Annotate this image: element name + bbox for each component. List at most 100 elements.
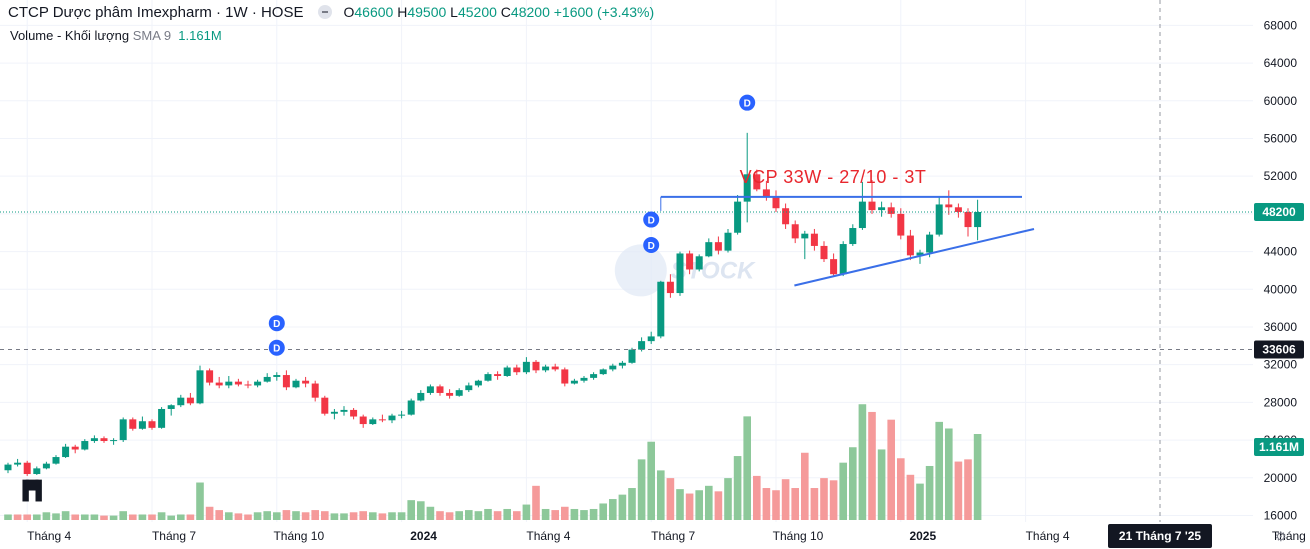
volume-bar[interactable] xyxy=(522,504,531,520)
candle-body[interactable] xyxy=(465,385,473,391)
dividend-marker-icon[interactable] xyxy=(643,211,660,228)
volume-legend[interactable]: Volume - Khối lượng SMA 9 1.161M xyxy=(10,28,222,43)
reference-price-badge[interactable] xyxy=(1254,340,1304,359)
volume-bar[interactable] xyxy=(282,510,291,520)
candle-body[interactable] xyxy=(378,419,386,421)
candle-body[interactable] xyxy=(666,281,674,294)
volume-bar[interactable] xyxy=(273,512,281,520)
candle-body[interactable] xyxy=(695,256,703,270)
candle-body[interactable] xyxy=(474,380,482,386)
candle-body[interactable] xyxy=(791,224,799,239)
volume-bar[interactable] xyxy=(81,514,89,520)
volume-bar[interactable] xyxy=(13,514,22,520)
volume-bar[interactable] xyxy=(772,490,780,520)
volume-bar[interactable] xyxy=(215,510,223,520)
volume-bar[interactable] xyxy=(244,514,252,520)
candle-body[interactable] xyxy=(321,397,329,414)
volume-bar[interactable] xyxy=(61,511,70,520)
volume-bar[interactable] xyxy=(916,483,924,520)
candle-body[interactable] xyxy=(292,380,300,388)
candle-body[interactable] xyxy=(398,414,406,416)
candle-body[interactable] xyxy=(167,405,175,409)
candle-body[interactable] xyxy=(417,392,425,401)
volume-bar[interactable] xyxy=(234,513,243,520)
candle-body[interactable] xyxy=(234,381,242,385)
candle-body[interactable] xyxy=(830,259,838,275)
volume-bar[interactable] xyxy=(685,493,694,520)
volume-bar[interactable] xyxy=(973,434,982,520)
volume-value-badge[interactable] xyxy=(1254,438,1304,456)
candle-body[interactable] xyxy=(734,201,742,233)
candle-body[interactable] xyxy=(494,374,502,376)
volume-bar[interactable] xyxy=(129,514,137,520)
candle-body[interactable] xyxy=(110,440,118,442)
candle-body[interactable] xyxy=(887,207,895,214)
symbol-title[interactable]: CTCP Dược phâm Imexpharm · 1W · HOSE xyxy=(8,4,304,21)
candle-body[interactable] xyxy=(177,397,185,406)
volume-bar[interactable] xyxy=(791,488,799,520)
volume-bar[interactable] xyxy=(311,510,319,520)
volume-bar[interactable] xyxy=(378,513,387,520)
candle-body[interactable] xyxy=(158,408,166,428)
support-trendline[interactable] xyxy=(794,227,1035,287)
volume-bar[interactable] xyxy=(340,513,348,520)
volume-bar[interactable] xyxy=(90,514,99,520)
candle-body[interactable] xyxy=(522,361,530,373)
candle-body[interactable] xyxy=(100,438,108,442)
volume-bar[interactable] xyxy=(484,508,492,520)
last-price-badge[interactable] xyxy=(1254,203,1304,221)
candle-body[interactable] xyxy=(263,376,271,382)
volume-bar[interactable] xyxy=(532,485,540,520)
volume-bar[interactable] xyxy=(647,441,655,520)
candle-body[interactable] xyxy=(138,421,146,429)
volume-bar[interactable] xyxy=(666,478,675,520)
volume-bar[interactable] xyxy=(4,514,12,520)
volume-bar[interactable] xyxy=(733,456,742,520)
volume-bar[interactable] xyxy=(887,419,895,520)
candle-body[interactable] xyxy=(628,349,636,363)
volume-bar[interactable] xyxy=(945,428,953,520)
volume-bar[interactable] xyxy=(589,508,598,520)
volume-bar[interactable] xyxy=(445,512,454,520)
dividend-marker-icon[interactable] xyxy=(739,94,756,111)
settings-gear-icon[interactable]: ⚙ xyxy=(1275,529,1287,544)
candle-body[interactable] xyxy=(945,204,953,208)
volume-bar[interactable] xyxy=(820,478,828,520)
candle-body[interactable] xyxy=(532,361,540,371)
volume-bar[interactable] xyxy=(964,459,972,520)
candle-body[interactable] xyxy=(215,382,223,386)
volume-bar[interactable] xyxy=(52,513,60,520)
candle-body[interactable] xyxy=(407,400,415,415)
candle-body[interactable] xyxy=(906,235,914,256)
candle-body[interactable] xyxy=(455,390,463,396)
volume-bar[interactable] xyxy=(301,512,310,520)
candle-body[interactable] xyxy=(513,367,521,373)
volume-bar[interactable] xyxy=(100,515,108,520)
candle-body[interactable] xyxy=(119,419,127,441)
candle-body[interactable] xyxy=(839,244,847,275)
volume-bar[interactable] xyxy=(676,489,684,520)
candle-body[interactable] xyxy=(724,232,732,251)
volume-bar[interactable] xyxy=(637,459,646,520)
volume-bar[interactable] xyxy=(225,512,233,520)
volume-bar[interactable] xyxy=(388,512,396,520)
volume-bar[interactable] xyxy=(138,514,147,520)
candle-body[interactable] xyxy=(14,462,22,465)
candle-body[interactable] xyxy=(369,419,377,425)
candle-body[interactable] xyxy=(330,411,338,414)
dividend-marker-icon[interactable] xyxy=(643,236,660,253)
volume-bar[interactable] xyxy=(359,511,367,520)
candle-body[interactable] xyxy=(810,233,818,246)
volume-bar[interactable] xyxy=(570,508,579,520)
candle-body[interactable] xyxy=(446,392,454,396)
candle-body[interactable] xyxy=(71,446,79,450)
candle-body[interactable] xyxy=(801,233,809,239)
volume-bar[interactable] xyxy=(954,461,963,520)
candle-body[interactable] xyxy=(686,253,694,270)
volume-bar[interactable] xyxy=(580,510,588,520)
volume-bar[interactable] xyxy=(541,508,550,520)
candle-body[interactable] xyxy=(81,441,89,450)
volume-bar[interactable] xyxy=(781,479,790,520)
volume-bar[interactable] xyxy=(868,411,876,520)
